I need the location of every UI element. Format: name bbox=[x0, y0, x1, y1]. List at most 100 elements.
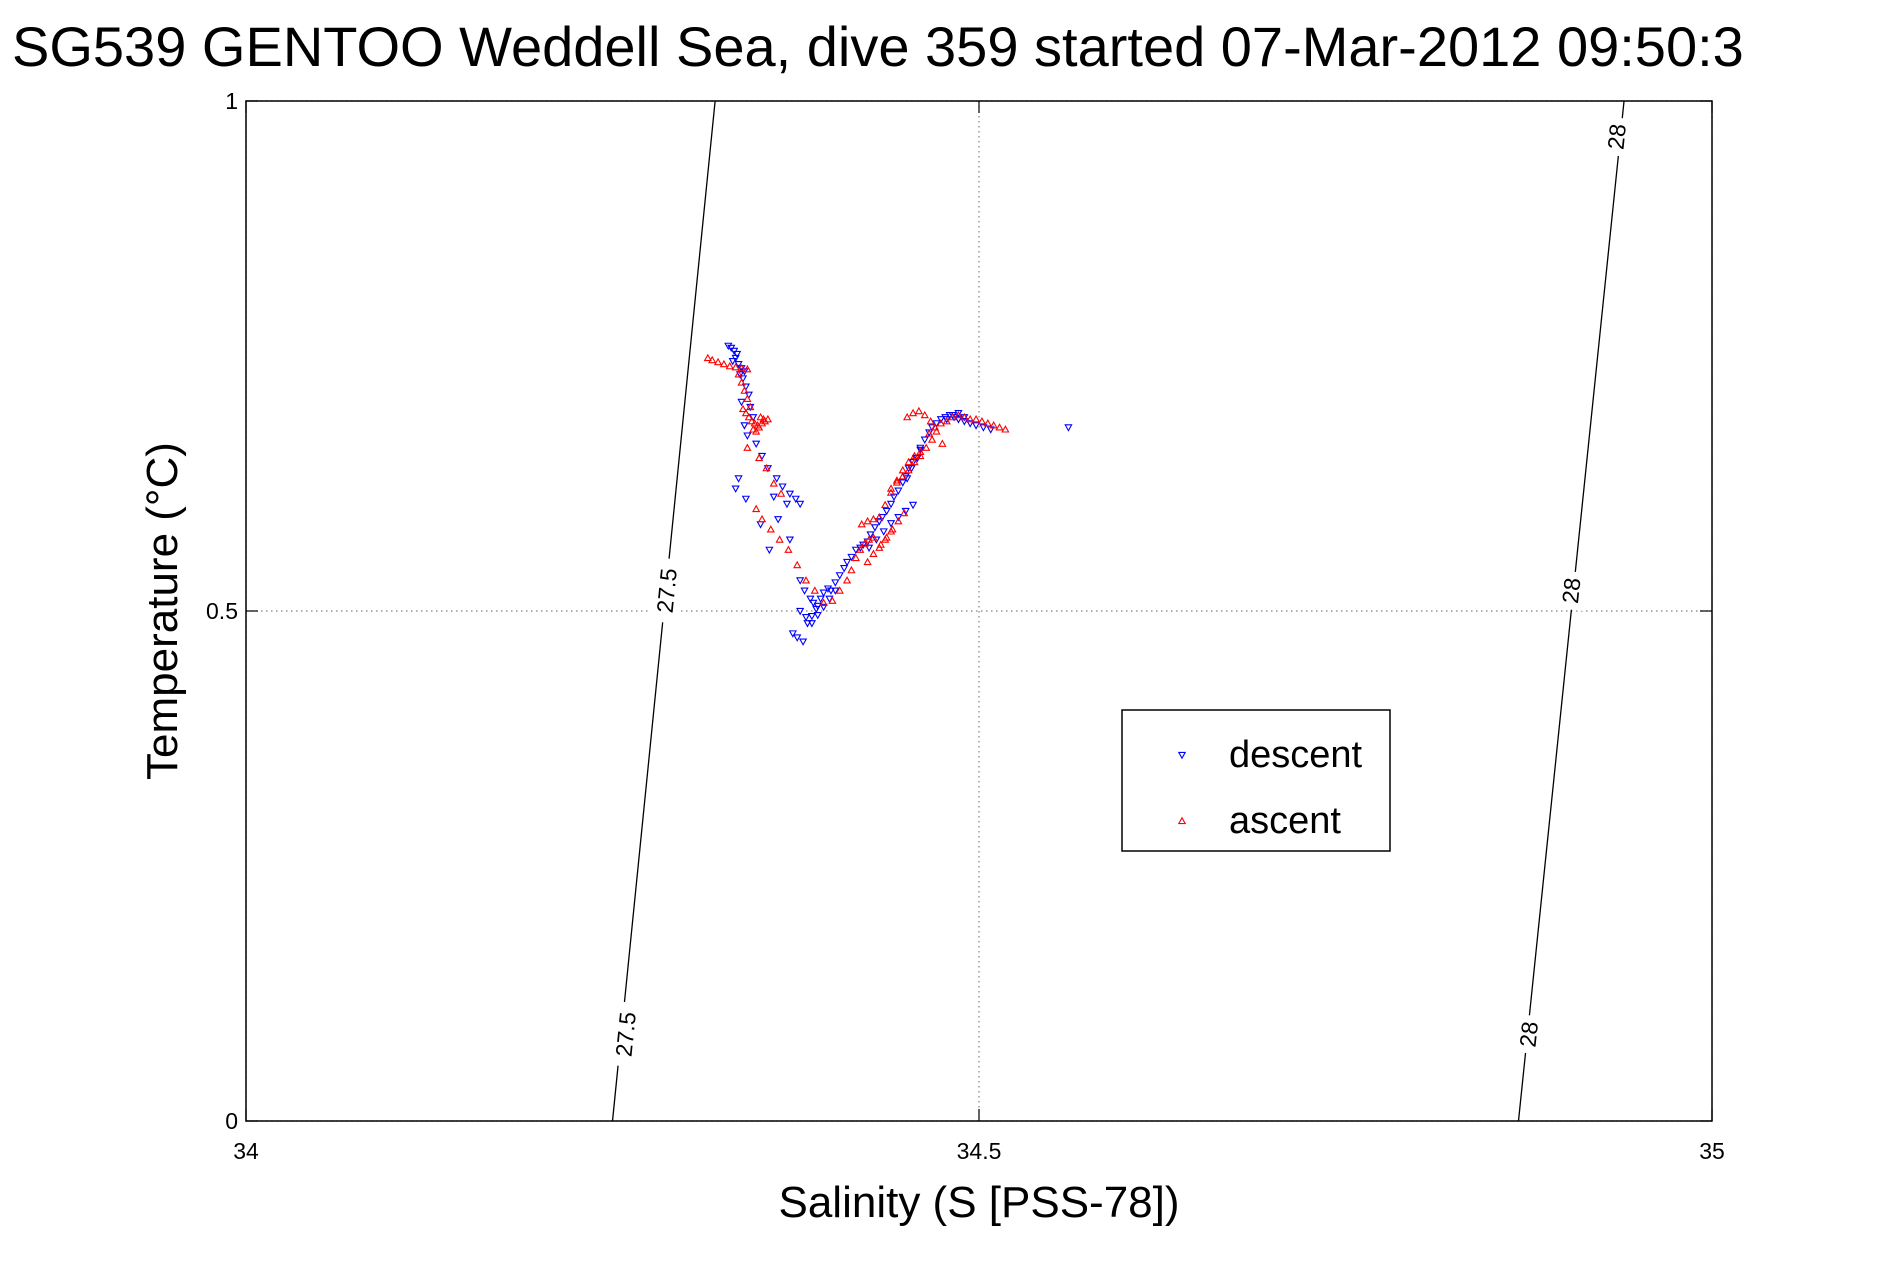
ascent-point bbox=[703, 353, 712, 362]
descent-point bbox=[816, 595, 825, 604]
descent-point bbox=[831, 587, 840, 595]
ascent-point bbox=[904, 457, 913, 466]
ascent-point bbox=[875, 543, 884, 551]
ascent-point bbox=[863, 516, 872, 525]
ascent-point bbox=[766, 525, 775, 533]
descent-point bbox=[791, 495, 800, 504]
ascent-point bbox=[925, 429, 934, 437]
isopycnal-label: 28 bbox=[1602, 123, 1630, 151]
descent-point bbox=[870, 524, 880, 532]
isopycnal-label-group: 27.5 bbox=[649, 557, 684, 624]
ascent-point bbox=[725, 361, 734, 370]
ascent-point bbox=[900, 508, 909, 517]
descent-point bbox=[875, 518, 884, 526]
ascent-point bbox=[842, 576, 852, 584]
ascent-point bbox=[860, 539, 869, 547]
ascent-point bbox=[769, 479, 778, 487]
descent-point bbox=[812, 605, 821, 614]
descent-point bbox=[835, 572, 844, 580]
ascent-point bbox=[731, 362, 740, 371]
descent-point bbox=[894, 514, 903, 522]
x-tick-label: 35 bbox=[1699, 1138, 1725, 1164]
descent-point bbox=[801, 614, 811, 622]
descent-point bbox=[731, 485, 740, 493]
ascent-point bbox=[892, 478, 902, 486]
descent-point bbox=[920, 436, 929, 444]
ascent-point bbox=[977, 416, 987, 425]
y-tick-label: 1 bbox=[225, 88, 238, 114]
ascent-point bbox=[754, 453, 764, 462]
ascent-point bbox=[740, 386, 749, 394]
legend: descent ascent bbox=[1121, 709, 1391, 852]
ascent-point bbox=[762, 463, 771, 472]
descent-point bbox=[774, 516, 783, 524]
ascent-point bbox=[903, 412, 912, 421]
ascent-point bbox=[756, 412, 765, 421]
ascent-point bbox=[784, 545, 793, 553]
descent-point bbox=[916, 446, 925, 455]
ascent-point bbox=[763, 414, 773, 423]
descent-point bbox=[898, 479, 907, 487]
descent-point bbox=[813, 611, 822, 620]
descent-point bbox=[732, 350, 742, 359]
descent-point bbox=[847, 553, 856, 562]
ascent-point bbox=[810, 586, 819, 594]
ascent-point bbox=[927, 435, 937, 443]
ascent-point bbox=[920, 410, 929, 419]
legend-marker-descent bbox=[1177, 751, 1187, 760]
legend-entries: descent ascent bbox=[1177, 734, 1363, 842]
ascent-point bbox=[801, 576, 811, 584]
ascent-point bbox=[966, 414, 975, 423]
legend-label-descent: descent bbox=[1229, 734, 1363, 776]
descent-point bbox=[798, 638, 808, 646]
descent-point bbox=[807, 620, 817, 628]
isopycnal-label: 28 bbox=[1515, 1020, 1543, 1048]
ascent-point bbox=[793, 560, 802, 569]
ascent-point bbox=[828, 596, 837, 604]
descent-point bbox=[788, 630, 797, 638]
descent-point bbox=[724, 342, 733, 351]
descent-point bbox=[901, 507, 910, 516]
ascent-point bbox=[747, 416, 756, 425]
descent-point bbox=[831, 579, 840, 587]
ascent-point bbox=[708, 355, 717, 364]
ascent-point bbox=[995, 423, 1004, 431]
y-tick-label: 0.5 bbox=[206, 598, 238, 624]
descent-point bbox=[772, 475, 781, 483]
ascent-point bbox=[752, 427, 761, 435]
descent-point bbox=[785, 490, 795, 499]
descent-point bbox=[782, 500, 792, 509]
ascent-point bbox=[750, 418, 759, 427]
descent-point bbox=[796, 607, 805, 616]
descent-point bbox=[960, 418, 969, 426]
isopycnal-label-bg bbox=[1512, 1013, 1545, 1055]
chart-title: SG539 GENTOO Weddell Sea, dive 359 start… bbox=[12, 15, 1744, 78]
ascent-point bbox=[738, 404, 748, 413]
ascent-point bbox=[752, 504, 761, 513]
descent-point bbox=[743, 432, 752, 440]
ascent-point bbox=[741, 408, 751, 417]
ascent-point bbox=[851, 553, 860, 562]
isopycnal-label-group: 28 bbox=[1555, 570, 1588, 611]
ascent-point bbox=[922, 443, 931, 451]
descent-point bbox=[741, 495, 751, 504]
descent-point bbox=[734, 361, 743, 369]
ascent-point bbox=[869, 533, 878, 541]
ascent-point bbox=[938, 439, 947, 447]
ascent-point bbox=[835, 586, 844, 594]
x-axis-label: Salinity (S [PSS-78]) bbox=[778, 1178, 1179, 1227]
x-tick-label: 34.5 bbox=[957, 1138, 1002, 1164]
descent-point bbox=[819, 589, 828, 597]
descent-point bbox=[864, 544, 874, 553]
legend-label-ascent: ascent bbox=[1229, 800, 1341, 842]
descent-point bbox=[765, 546, 774, 555]
ascent-point bbox=[886, 527, 896, 535]
ascent-point bbox=[983, 418, 992, 427]
descent-point bbox=[740, 422, 749, 430]
descent-point bbox=[752, 440, 761, 449]
axis-ticks: 34 34.5 35 0 0.5 1 bbox=[206, 88, 1725, 1164]
descent-point bbox=[803, 620, 812, 628]
descent-point bbox=[807, 612, 817, 621]
legend-marker-ascent bbox=[1177, 816, 1187, 825]
